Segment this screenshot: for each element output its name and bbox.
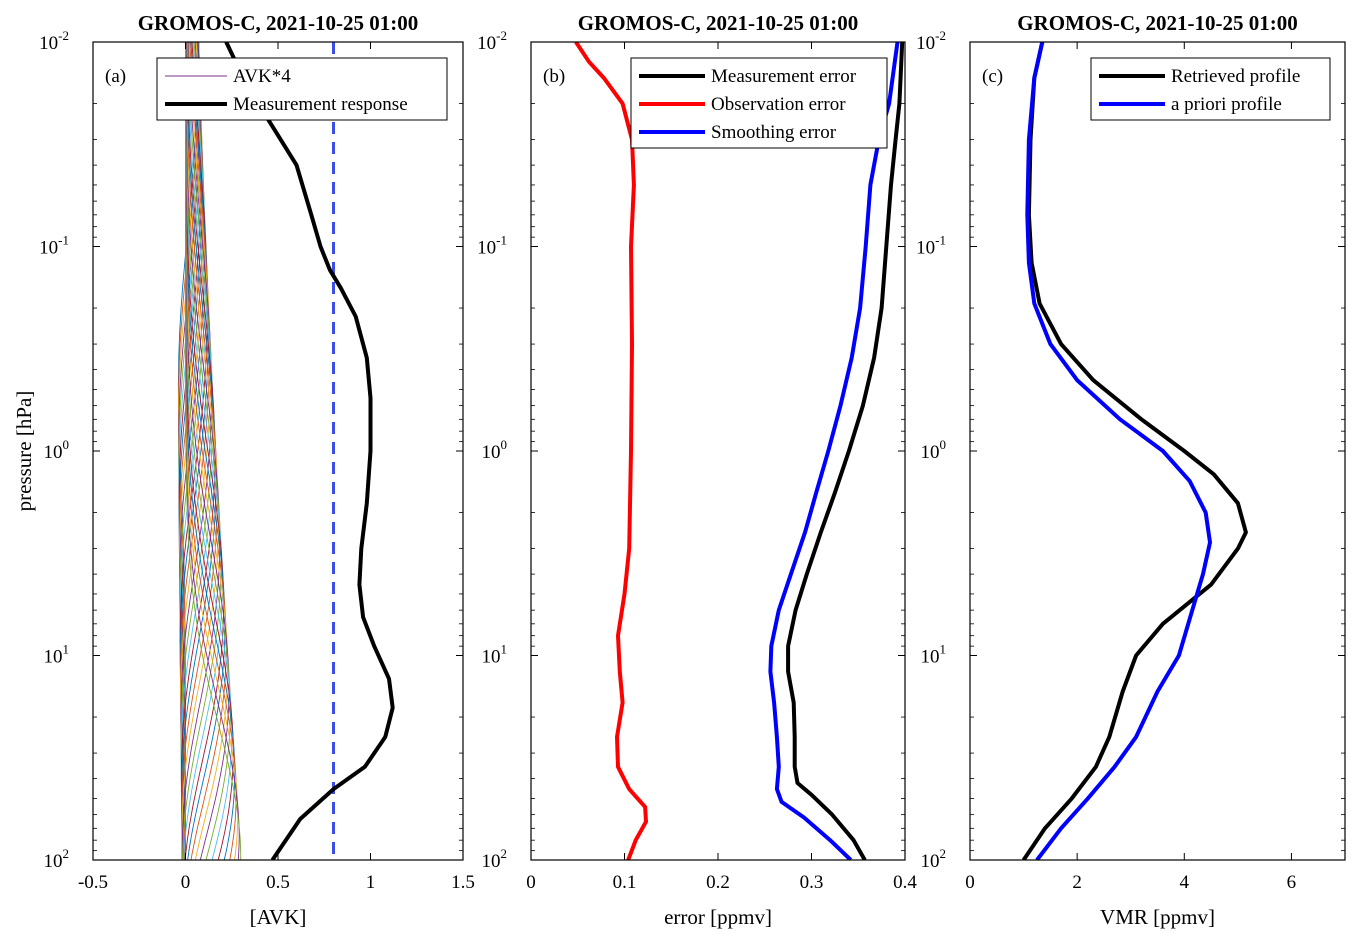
x-tick-label: -0.5 xyxy=(78,872,108,893)
legend: AVK*4 Measurement response xyxy=(156,57,448,121)
x-tick-label: 0.2 xyxy=(706,872,730,893)
y-tick-exponent: 2 xyxy=(940,846,947,861)
y-tick-label: 101 xyxy=(921,642,947,668)
legend-label: Measurement error xyxy=(711,66,857,87)
y-tick-exponent: -2 xyxy=(58,28,69,43)
axes-box xyxy=(92,41,464,861)
y-tick-exponent: 2 xyxy=(501,846,508,861)
x-axis-label: error [ppmv] xyxy=(664,905,772,929)
y-tick-label: 101 xyxy=(482,642,508,668)
y-tick-exponent: 1 xyxy=(501,642,508,657)
y-tick-exponent: -2 xyxy=(935,28,946,43)
x-tick-label: 0.3 xyxy=(800,872,824,893)
y-tick-label: 10-2 xyxy=(39,28,69,54)
y-tick-label: 10-1 xyxy=(916,233,946,259)
series-line-measurement-error xyxy=(786,42,905,860)
y-tick-label: 101 xyxy=(44,642,70,668)
y-tick-label: 100 xyxy=(921,437,947,463)
y-tick-label: 10-1 xyxy=(477,233,507,259)
y-tick-exponent: 1 xyxy=(940,642,947,657)
legend-label: Smoothing error xyxy=(711,122,837,143)
y-tick-label: 102 xyxy=(482,846,508,872)
y-tick-exponent: -2 xyxy=(496,28,507,43)
y-tick-exponent: 2 xyxy=(63,846,70,861)
legend: Measurement error Observation error Smooth… xyxy=(630,57,888,149)
series-line-smoothing-error xyxy=(768,42,900,860)
legend-label: AVK*4 xyxy=(233,66,291,87)
y-tick-exponent: -1 xyxy=(58,233,69,248)
y-tick-label: 102 xyxy=(921,846,947,872)
panel-b: 0 0.1 0.2 0.3 0.410-210-1100101102GROMOS-C, … xyxy=(477,11,917,929)
x-tick-label: 0.5 xyxy=(266,872,290,893)
series-line-measurement-response xyxy=(224,42,395,860)
x-tick-label: 2 xyxy=(1072,872,1082,893)
x-tick-label: 0 xyxy=(181,872,191,893)
y-tick-label: 100 xyxy=(44,437,70,463)
x-axis-label: VMR [ppmv] xyxy=(1100,905,1215,929)
x-tick-label: 0.1 xyxy=(613,872,637,893)
legend-box xyxy=(1090,57,1331,121)
series-line-observation-error xyxy=(574,42,648,860)
x-tick-label: 0.4 xyxy=(893,872,917,893)
y-tick-label: 10-2 xyxy=(916,28,946,54)
x-tick-label: 1 xyxy=(366,872,376,893)
plot-area xyxy=(574,42,905,860)
legend: Retrieved profile a priori profile xyxy=(1090,57,1331,121)
y-tick-exponent: 0 xyxy=(63,437,70,452)
x-tick-label: 0 xyxy=(965,872,975,893)
legend-label: Retrieved profile xyxy=(1171,66,1300,87)
axes-box xyxy=(969,41,1346,861)
x-tick-label: 6 xyxy=(1287,872,1297,893)
legend-label: Measurement response xyxy=(233,94,408,115)
plot-area xyxy=(1021,42,1248,860)
chart-title: GROMOS-C, 2021-10-25 01:00 xyxy=(1017,11,1298,35)
legend-label: Observation error xyxy=(711,94,846,115)
x-tick-label: 0 xyxy=(526,872,536,893)
legend-label: a priori profile xyxy=(1171,94,1282,115)
y-tick-label: 100 xyxy=(482,437,508,463)
x-axis-label: [AVK] xyxy=(250,905,307,929)
y-tick-exponent: 1 xyxy=(63,642,70,657)
y-tick-label: 102 xyxy=(44,846,70,872)
y-tick-exponent: -1 xyxy=(496,233,507,248)
x-tick-label: 1.5 xyxy=(451,872,475,893)
panel-label: (c) xyxy=(982,66,1003,87)
x-tick-label: 4 xyxy=(1180,872,1190,893)
avk-curve xyxy=(181,42,218,860)
avk-curve xyxy=(180,42,214,860)
series-line-retrieved-profile xyxy=(1021,42,1248,860)
avk-curve xyxy=(181,42,221,860)
y-tick-exponent: 0 xyxy=(501,437,508,452)
chart-title: GROMOS-C, 2021-10-25 01:00 xyxy=(138,11,419,35)
y-tick-exponent: 0 xyxy=(940,437,947,452)
y-tick-label: 10-2 xyxy=(477,28,507,54)
series-line-a-priori-profile xyxy=(1025,42,1212,860)
legend-box xyxy=(156,57,448,121)
chart-title: GROMOS-C, 2021-10-25 01:00 xyxy=(578,11,859,35)
avk-curve xyxy=(180,42,215,860)
avk-curve xyxy=(181,42,219,860)
panel-label: (a) xyxy=(105,66,126,87)
y-axis-label: pressure [hPa] xyxy=(12,391,36,512)
y-tick-label: 10-1 xyxy=(39,233,69,259)
y-tick-exponent: -1 xyxy=(935,233,946,248)
panel-label: (b) xyxy=(543,66,565,87)
plot-area xyxy=(177,42,395,860)
avk-curve xyxy=(185,42,242,860)
avk-curve xyxy=(181,42,222,860)
